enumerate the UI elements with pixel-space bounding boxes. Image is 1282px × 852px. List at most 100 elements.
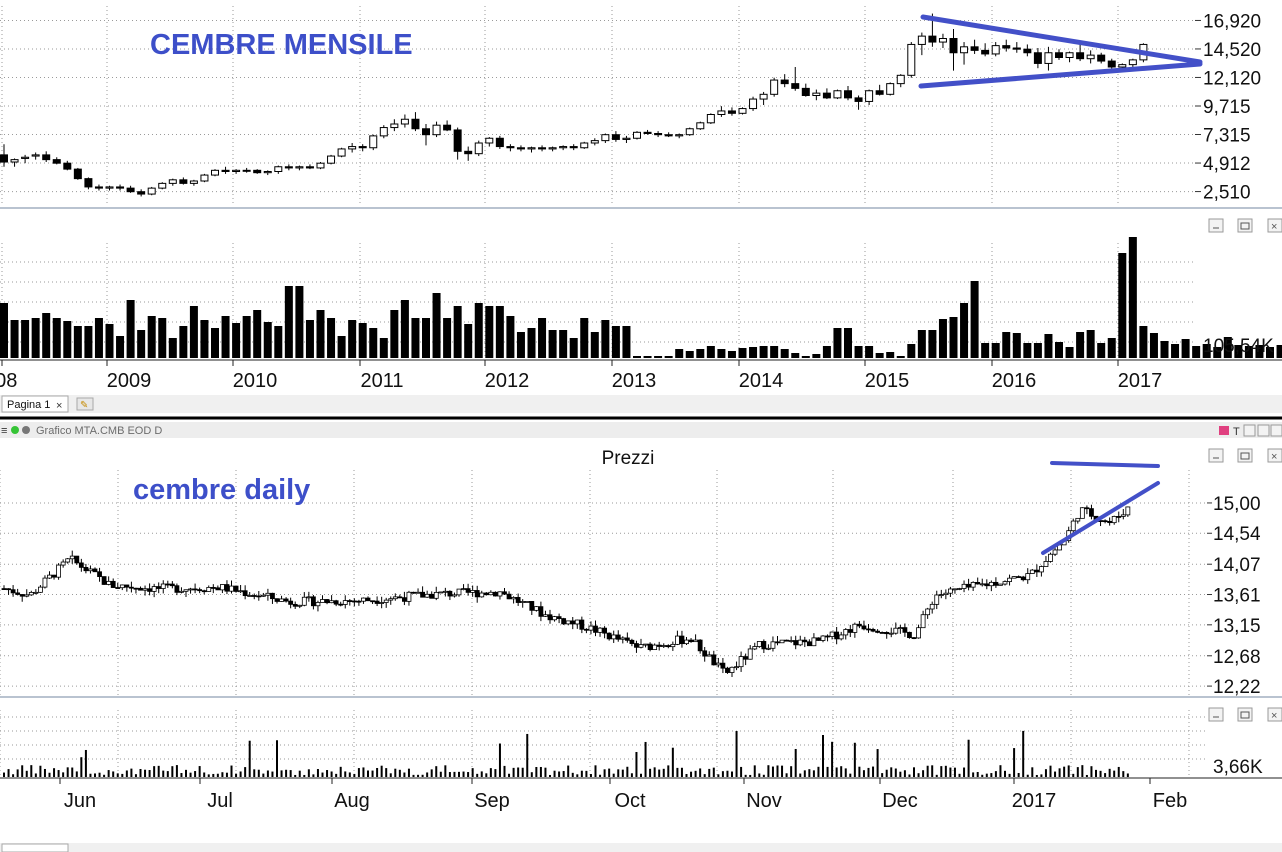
candle	[825, 634, 830, 642]
candle-body	[188, 588, 193, 591]
close-button[interactable]	[1267, 707, 1282, 722]
candle	[857, 621, 862, 629]
volume-bar	[990, 773, 993, 777]
candle-body	[56, 564, 61, 578]
candle	[310, 595, 316, 610]
volume-bar	[1113, 770, 1116, 777]
trendline	[918, 61, 1203, 89]
menu-icon[interactable]: ≡	[1, 425, 7, 437]
candle-body	[606, 632, 612, 640]
tab-pagina-1[interactable]	[1, 395, 69, 413]
volume-bar	[39, 765, 42, 777]
volume-bar	[1076, 332, 1085, 358]
candle-body	[229, 585, 234, 592]
candle	[611, 131, 620, 142]
volume-bar	[658, 769, 661, 777]
candle	[529, 601, 535, 616]
candle-body	[147, 588, 153, 592]
volume-bar	[73, 326, 82, 358]
volume-bar	[103, 774, 106, 777]
volume-bar	[844, 328, 852, 358]
candle	[515, 593, 521, 606]
candle	[854, 95, 863, 110]
header-restore-button[interactable]	[1243, 424, 1256, 437]
candle	[834, 626, 840, 645]
candle	[802, 636, 808, 648]
tab-pagina-1[interactable]	[1, 843, 69, 852]
candle	[643, 643, 648, 648]
volume-bar	[422, 318, 430, 358]
header-close-button[interactable]	[1270, 424, 1282, 437]
volume-bar	[899, 771, 902, 777]
candle	[142, 585, 148, 596]
candle-body	[274, 166, 283, 172]
candle-body	[432, 124, 441, 136]
candle	[766, 644, 771, 651]
minimize-button[interactable]	[1208, 448, 1224, 463]
candle	[260, 592, 266, 597]
candle-body	[400, 118, 409, 125]
volume-bar	[931, 765, 934, 777]
volume-bar	[1126, 773, 1129, 777]
candle	[780, 74, 789, 88]
volume-bar	[130, 768, 133, 777]
restore-button[interactable]	[1237, 707, 1253, 722]
candle-body	[661, 645, 667, 647]
monthly-annotation: CEMBRE MENSILE	[150, 29, 413, 61]
candle	[370, 600, 375, 605]
volume-bar	[790, 766, 793, 777]
candle	[348, 143, 357, 153]
candle	[221, 166, 230, 174]
volume-bar	[1081, 765, 1084, 777]
candle	[1029, 568, 1035, 575]
volume-bar	[312, 774, 315, 777]
candle	[647, 642, 653, 652]
candle	[288, 597, 294, 609]
candle-body	[224, 584, 230, 592]
candle-body	[998, 583, 1003, 586]
candle	[137, 189, 146, 197]
volume-bar	[890, 767, 893, 777]
volume-bar	[671, 747, 674, 777]
candle-body	[1125, 506, 1131, 516]
x-tick-label: 2010	[233, 370, 278, 392]
candle-body	[151, 586, 157, 592]
candle	[126, 185, 135, 193]
header-restore2-button[interactable]	[1257, 424, 1270, 437]
candle-body	[1, 588, 7, 590]
daily-price-axis: 15,00 14,54 14,07 13,61 13,15 12,68 12,22	[1207, 494, 1261, 698]
candle	[1012, 42, 1021, 53]
candle	[1107, 58, 1116, 70]
minimize-button[interactable]	[1208, 707, 1224, 722]
close-tab-icon[interactable]: ×	[56, 400, 62, 412]
volume-bar	[498, 743, 501, 777]
candle-body	[702, 650, 708, 657]
candle-body	[42, 154, 51, 161]
volume-bar	[727, 351, 736, 358]
color-swatch-icon[interactable]	[1219, 426, 1229, 435]
volume-bar	[853, 742, 856, 777]
candle-body	[24, 594, 30, 597]
volume-bar	[894, 768, 897, 777]
new-tab-button[interactable]	[76, 397, 94, 411]
candle	[24, 589, 30, 598]
candle-body	[911, 637, 917, 640]
restore-button[interactable]	[1237, 448, 1253, 463]
restore-button[interactable]	[1237, 218, 1253, 233]
volume-bar	[289, 770, 292, 777]
candle-body	[565, 620, 571, 625]
candle	[561, 617, 567, 625]
candle	[811, 633, 817, 647]
candle	[38, 585, 43, 593]
candle-body	[379, 602, 385, 604]
candle	[483, 592, 489, 596]
candle-body	[351, 600, 357, 603]
candle	[485, 137, 494, 147]
candle-body	[633, 131, 641, 139]
close-button[interactable]	[1267, 218, 1282, 233]
minimize-button[interactable]	[1208, 218, 1224, 233]
candle-body	[928, 35, 937, 43]
text-tool-icon[interactable]: T	[1233, 426, 1240, 438]
close-button[interactable]	[1267, 448, 1282, 463]
x-tick-label: 2009	[107, 370, 152, 392]
